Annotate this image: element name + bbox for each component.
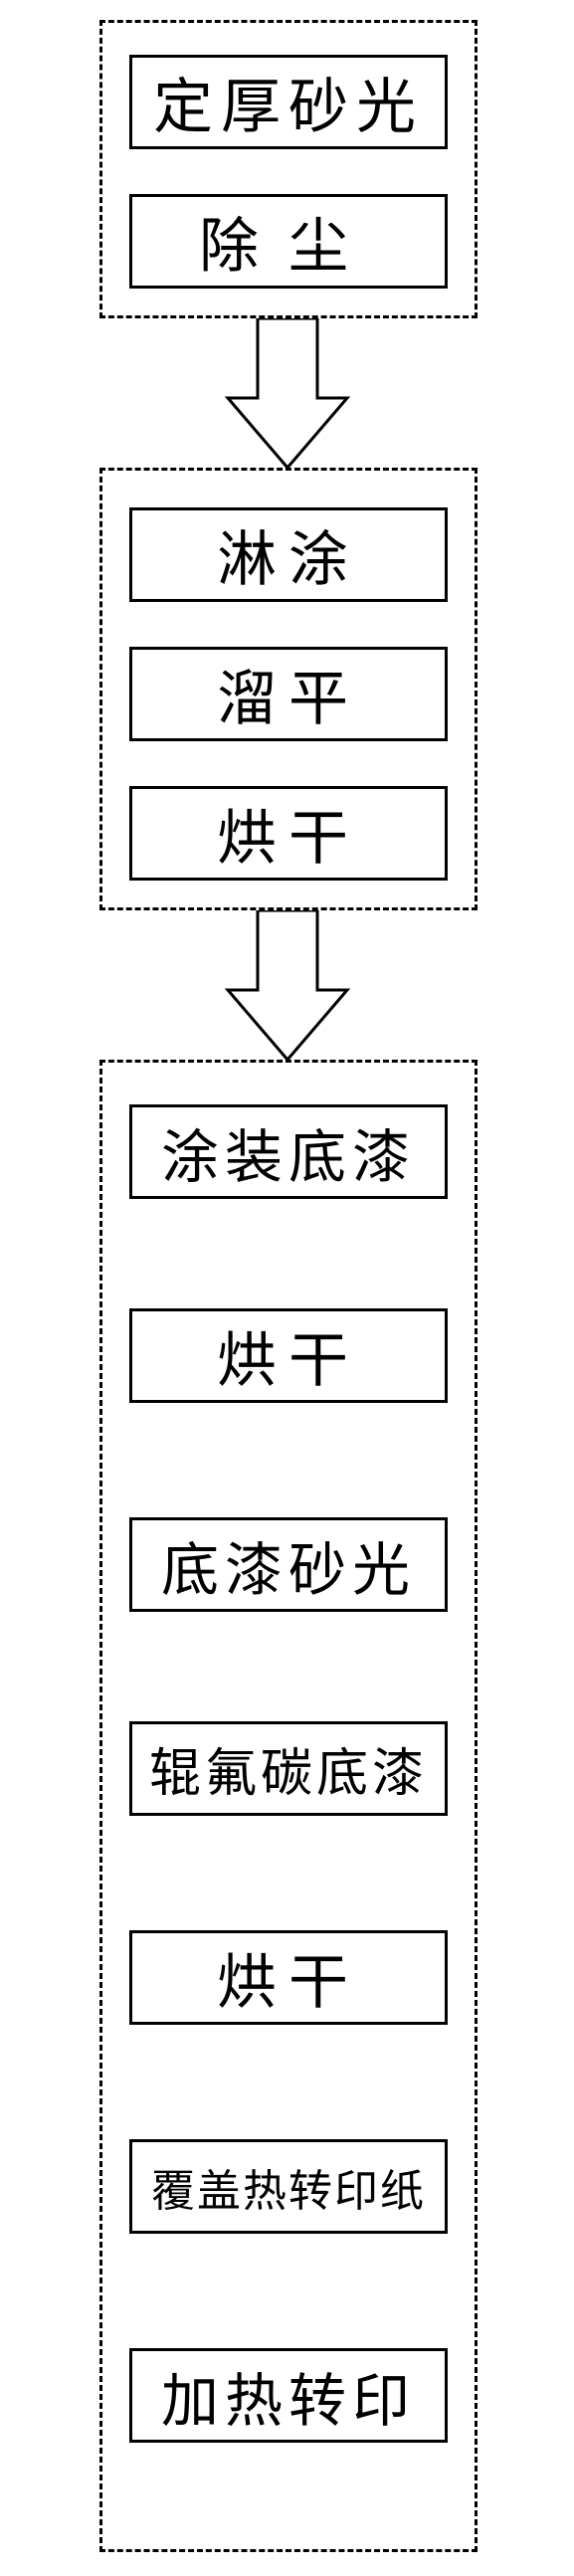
step-box: 烘干 [129,1930,448,2025]
step-box: 淋涂 [129,507,448,602]
step-box: 涂装底漆 [129,1104,448,1199]
step-label: 烘干 [217,790,360,877]
step-label: 淋涂 [217,511,360,598]
step-label: 烘干 [217,1312,360,1399]
step-box: 烘干 [129,1308,448,1403]
step-box: 除尘 [129,194,448,289]
step-box: 覆盖热转印纸 [129,2139,448,2234]
step-label: 定厚砂光 [153,59,424,145]
step-box: 底漆砂光 [129,1517,448,1612]
step-label: 辊氟碳底漆 [149,1731,428,1806]
step-label: 底漆砂光 [161,1523,416,1607]
step-label: 溜平 [217,651,360,737]
step-label: 涂装底漆 [161,1110,416,1194]
step-box: 加热转印 [129,2348,448,2443]
step-box: 溜平 [129,647,448,741]
arrow-down-icon [218,318,357,468]
step-label: 加热转印 [161,2354,416,2438]
flowchart-canvas: 定厚砂光 除尘 淋涂 溜平 烘干 涂装底漆 烘干 底漆砂光 辊氟碳底漆 烘干 [0,0,574,2576]
arrow-down-icon [218,910,357,1060]
step-label: 烘干 [217,1934,360,2021]
step-box: 烘干 [129,786,448,881]
step-box: 定厚砂光 [129,55,448,149]
step-box: 辊氟碳底漆 [129,1721,448,1816]
step-label: 除尘 [199,198,378,285]
step-label: 覆盖热转印纸 [151,2155,426,2219]
